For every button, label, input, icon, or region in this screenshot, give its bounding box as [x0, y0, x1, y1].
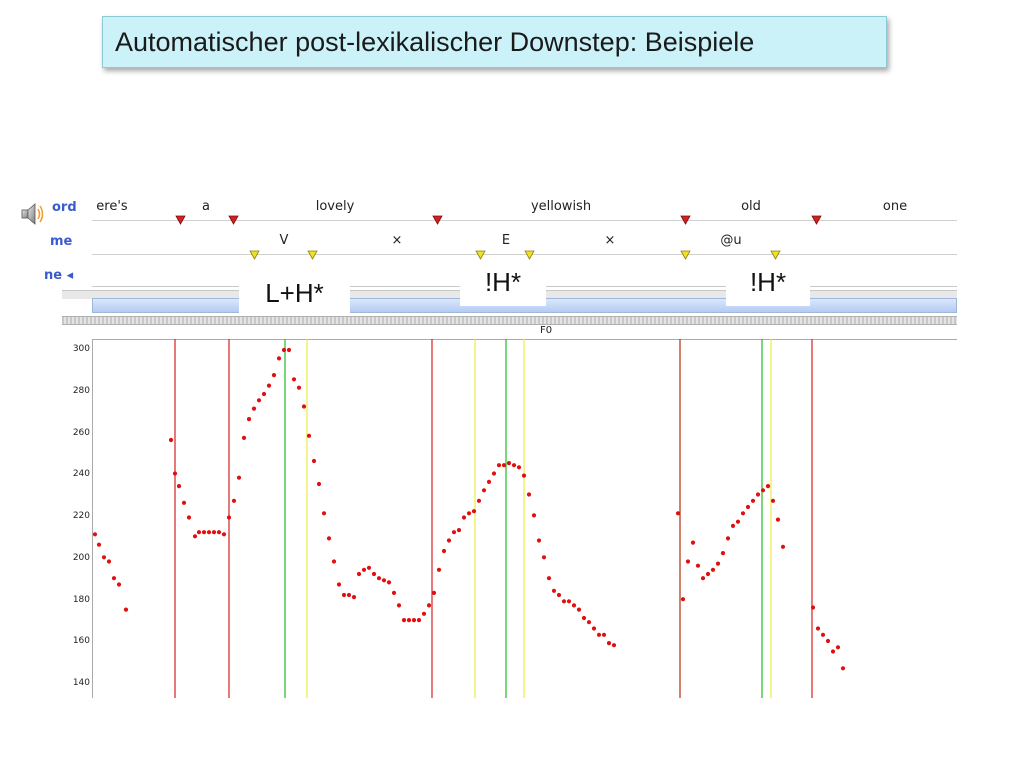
top-border-line	[92, 339, 957, 340]
panel-divider	[62, 316, 957, 325]
y-tick-label: 280	[72, 386, 90, 396]
phoneme-tier	[92, 222, 957, 255]
y-tick-label: 300	[72, 344, 90, 354]
y-tick-label: 180	[72, 595, 90, 605]
tier-label-phoneme[interactable]: me	[50, 234, 73, 249]
phone-boundary-marker	[307, 250, 318, 260]
y-tick-label: 260	[72, 428, 90, 438]
phoneme-label: ×	[604, 233, 616, 248]
word-label: a	[202, 199, 210, 214]
word-label: ere's	[96, 199, 128, 214]
y-tick-label: 240	[72, 469, 90, 479]
y-tick-label: 220	[72, 511, 90, 521]
word-label: yellowish	[530, 199, 592, 214]
y-tick-label: 160	[72, 636, 90, 646]
word-boundary-marker	[680, 215, 691, 225]
phoneme-label: E	[501, 233, 511, 248]
phone-boundary-marker	[770, 250, 781, 260]
slide-title-box: Automatischer post-lexikalischer Downste…	[102, 16, 887, 68]
phone-boundary-marker	[680, 250, 691, 260]
word-boundary-marker	[811, 215, 822, 225]
phone-boundary-marker	[249, 250, 260, 260]
accent-label: !H*	[460, 262, 546, 306]
tier-label-word[interactable]: ord	[52, 200, 77, 215]
word-boundary-marker	[228, 215, 239, 225]
slide-title: Automatischer post-lexikalischer Downste…	[115, 27, 755, 57]
boundary-markers	[175, 215, 822, 260]
word-label: one	[882, 199, 908, 214]
accent-label: !H*	[726, 262, 810, 306]
y-axis-line	[92, 339, 93, 698]
word-label: old	[741, 199, 761, 214]
speaker-icon[interactable]	[20, 199, 46, 229]
y-tick-label: 200	[72, 553, 90, 563]
word-label: lovely	[315, 199, 355, 214]
f0-panel	[62, 339, 957, 698]
phoneme-label: @u	[720, 233, 742, 248]
y-tick-label: 140	[72, 678, 90, 688]
phoneme-label: ×	[391, 233, 403, 248]
tier-label-tone[interactable]: ne ◂	[44, 268, 74, 283]
phone-boundary-marker	[475, 250, 486, 260]
accent-label: L+H*	[239, 270, 350, 316]
phone-boundary-marker	[524, 250, 535, 260]
f0-panel-title: F0	[540, 325, 553, 336]
word-boundary-marker	[432, 215, 443, 225]
word-boundary-marker	[175, 215, 186, 225]
phoneme-label: V	[279, 233, 289, 248]
